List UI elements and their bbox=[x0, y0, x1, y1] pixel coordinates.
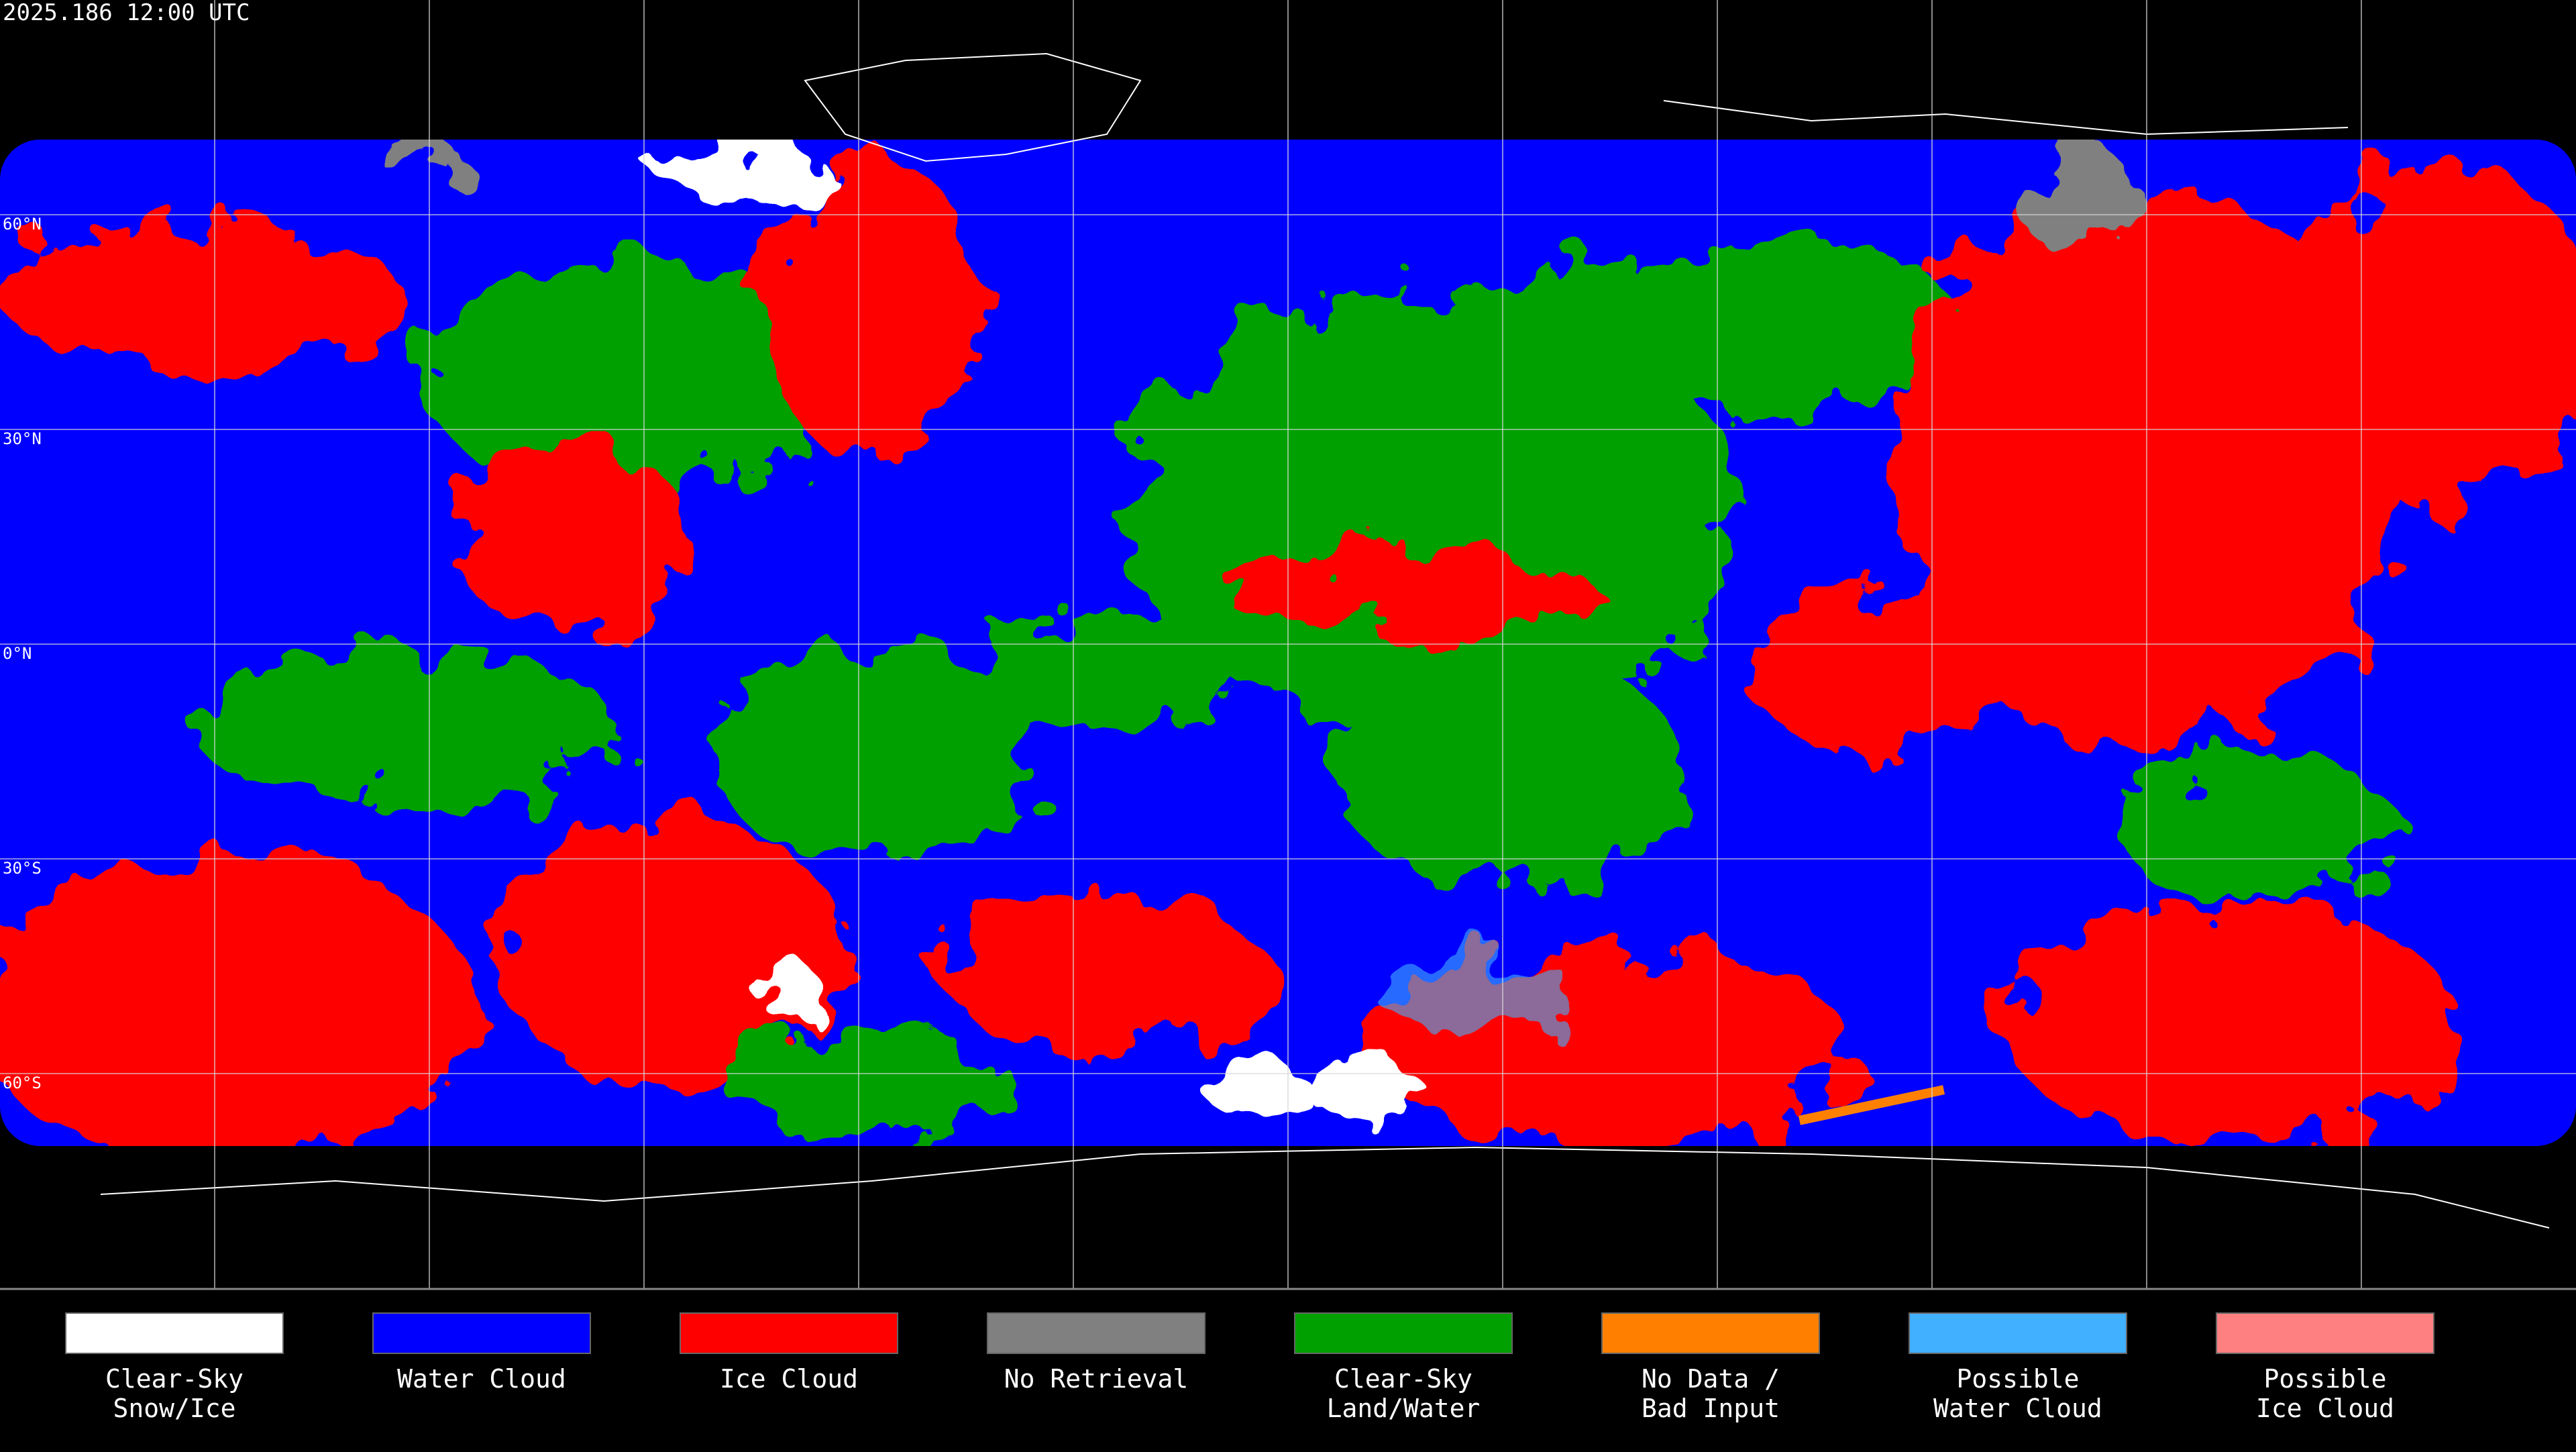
latitude-label: 0°N bbox=[3, 644, 32, 663]
coastlines bbox=[100, 52, 2550, 1229]
legend-swatch bbox=[1909, 1312, 2127, 1354]
legend-swatch bbox=[987, 1312, 1205, 1354]
legend-label: Possible bbox=[2263, 1364, 2386, 1394]
legend-label: Land/Water bbox=[1327, 1394, 1481, 1423]
legend-label: Snow/Ice bbox=[113, 1394, 235, 1423]
legend-label: Ice Cloud bbox=[2256, 1394, 2394, 1423]
legend-label: Clear-Sky bbox=[105, 1364, 244, 1394]
legend-swatch bbox=[372, 1312, 591, 1354]
legend-swatch bbox=[1601, 1312, 1820, 1354]
legend-swatch bbox=[1294, 1312, 1513, 1354]
legend-swatch bbox=[2216, 1312, 2434, 1354]
legend-label: Water Cloud bbox=[1933, 1394, 2102, 1423]
latitude-label: 30°S bbox=[3, 859, 42, 878]
latitude-label: 60°N bbox=[3, 215, 42, 234]
legend-swatch bbox=[680, 1312, 898, 1354]
legend-label: No Data / bbox=[1642, 1364, 1780, 1394]
graticule bbox=[0, 0, 2576, 1288]
timestamp: 2025.186 12:00 UTC bbox=[3, 0, 250, 26]
legend-label: Ice Cloud bbox=[720, 1364, 858, 1394]
legend-label: Bad Input bbox=[1642, 1394, 1780, 1423]
latitude-label: 30°N bbox=[3, 429, 42, 448]
latitude-label: 60°S bbox=[3, 1074, 42, 1092]
legend-label: Possible bbox=[1956, 1364, 2079, 1394]
legend-swatch bbox=[65, 1312, 284, 1354]
legend-label: No Retrieval bbox=[1004, 1364, 1189, 1394]
legend-label: Clear-Sky bbox=[1334, 1364, 1472, 1394]
legend-label: Water Cloud bbox=[397, 1364, 566, 1394]
